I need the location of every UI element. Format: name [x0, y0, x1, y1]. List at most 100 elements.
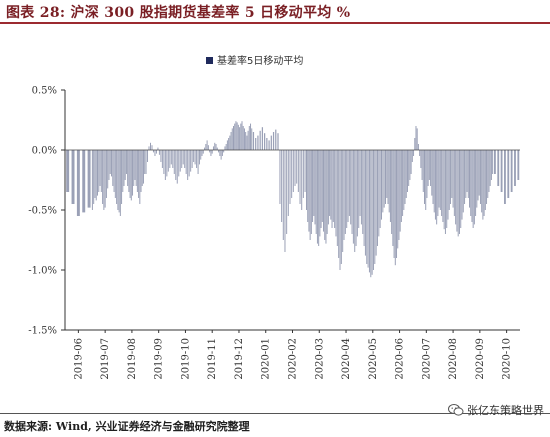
bar [451, 150, 453, 198]
bar [132, 150, 134, 196]
bar [158, 150, 160, 155]
bar [297, 150, 299, 192]
bar [517, 150, 520, 180]
bar [439, 150, 441, 210]
bar [368, 150, 370, 273]
bar [111, 150, 113, 177]
bar [242, 126, 244, 150]
bar [98, 150, 100, 192]
x-tick-label: 2019-09 [154, 338, 165, 380]
bar [155, 150, 157, 154]
bar [422, 150, 424, 192]
bar [421, 150, 423, 180]
bar [484, 150, 486, 210]
bar [294, 150, 296, 186]
bar [139, 150, 141, 204]
bar [441, 150, 443, 216]
bar [248, 126, 250, 150]
bar [438, 150, 440, 208]
bar [157, 147, 159, 150]
bar [493, 150, 496, 174]
bar [181, 150, 183, 168]
bar [486, 150, 488, 204]
bar [424, 150, 425, 204]
bar [393, 150, 395, 258]
bar [386, 150, 388, 198]
bar [510, 150, 513, 192]
bar [118, 150, 120, 213]
bar [458, 150, 460, 234]
bar [388, 150, 390, 213]
bar [394, 150, 396, 266]
bar [284, 150, 286, 252]
bar [170, 150, 172, 165]
bar [392, 150, 394, 246]
x-tick-label: 2020-03 [314, 338, 325, 380]
bar [396, 150, 398, 258]
bar [193, 150, 195, 162]
bar [312, 150, 314, 222]
bar [476, 150, 478, 208]
bar [173, 150, 175, 174]
bar [389, 150, 391, 222]
bar [148, 146, 150, 150]
bar [220, 150, 222, 160]
bar [347, 150, 349, 222]
bar [206, 140, 208, 150]
bar [240, 123, 242, 150]
bar [443, 150, 445, 230]
bar [354, 150, 356, 252]
bar [488, 150, 490, 192]
bar [140, 150, 142, 192]
bar [336, 150, 338, 246]
bar [426, 150, 428, 198]
bar [292, 150, 294, 192]
bar [323, 150, 325, 232]
bar [446, 150, 448, 228]
bar [233, 126, 234, 150]
x-tick-label: 2019-08 [127, 338, 138, 380]
bar [507, 150, 510, 198]
bar [145, 150, 147, 174]
bar [308, 150, 310, 232]
bar [209, 150, 211, 153]
bar [164, 150, 166, 180]
bar [187, 150, 189, 180]
bar [190, 150, 192, 172]
x-tick-label: 2020-07 [421, 338, 432, 380]
bar [364, 150, 366, 256]
bar [216, 147, 218, 150]
bar [371, 150, 373, 275]
bar [335, 150, 337, 237]
bar [313, 150, 315, 216]
bar [234, 123, 236, 150]
bar [215, 144, 217, 150]
bar [105, 150, 107, 198]
bar [387, 150, 389, 204]
bar [492, 150, 494, 174]
bar [176, 150, 178, 184]
bar [339, 150, 341, 270]
bar [372, 150, 374, 270]
bar [375, 150, 377, 256]
bar [500, 150, 503, 192]
bar [465, 150, 467, 198]
bar [413, 150, 415, 156]
bar [286, 150, 288, 234]
bar [391, 150, 393, 234]
bar [432, 150, 434, 204]
bar [404, 150, 406, 204]
bar [291, 150, 293, 198]
y-tick-label: -1.0% [28, 266, 57, 277]
bar [462, 150, 464, 213]
bar [442, 150, 444, 222]
bar [456, 150, 458, 232]
bar [182, 150, 184, 165]
bar [332, 150, 334, 222]
bar [144, 150, 146, 174]
bar [302, 150, 304, 198]
x-tick-label: 2020-10 [502, 338, 513, 380]
bar [403, 150, 405, 210]
bar [380, 150, 382, 220]
bar [229, 135, 231, 150]
